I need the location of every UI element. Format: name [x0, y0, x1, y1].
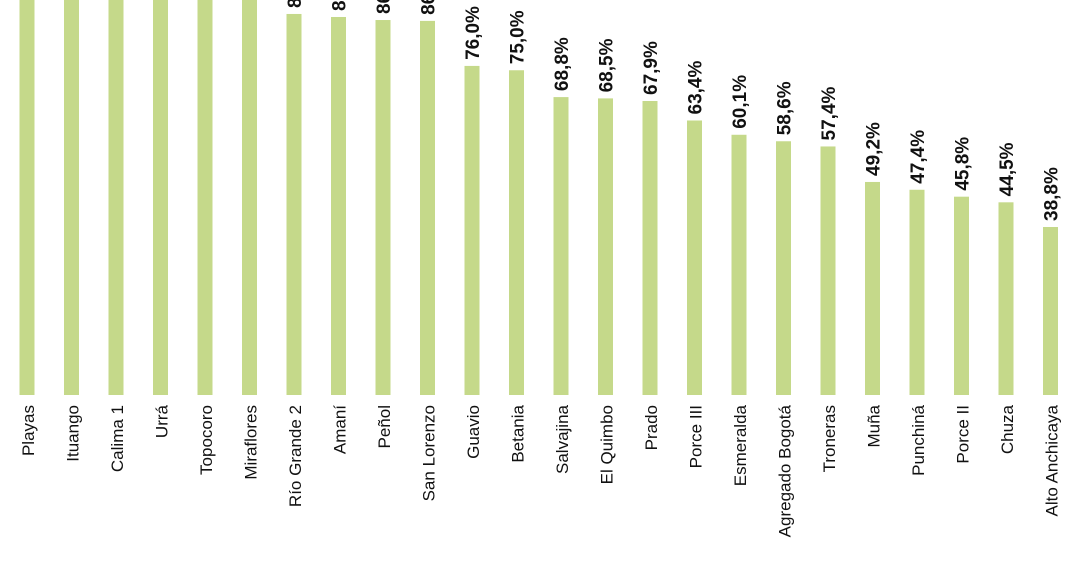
- bar: [865, 181, 880, 395]
- bar: [464, 65, 480, 396]
- bar: [1043, 226, 1058, 395]
- x-tick-label: Miraflores: [242, 405, 261, 480]
- x-tick-label: Muña: [865, 404, 884, 447]
- x-tick-label: Topocoro: [197, 405, 216, 475]
- x-tick-label: San Lorenzo: [420, 405, 439, 501]
- value-label: 88,0%: [285, 0, 306, 8]
- bar: [687, 120, 702, 395]
- x-tick-label: Prado: [642, 405, 661, 450]
- x-tick-label: Guavio: [464, 405, 483, 459]
- value-label: 63,4%: [686, 60, 707, 114]
- bar: [108, 0, 124, 396]
- bar: [64, 0, 79, 395]
- x-tick-label: Ituango: [64, 405, 83, 462]
- x-tick-label: Calima 1: [108, 405, 127, 472]
- bar: [286, 13, 302, 396]
- value-label: 87,3%: [330, 0, 351, 11]
- value-label: 57,4%: [819, 86, 840, 140]
- value-label: 76,0%: [463, 6, 484, 60]
- bar: [19, 0, 35, 395]
- bar: [420, 20, 435, 395]
- x-tick-label: Alto Anchicaya: [1043, 404, 1062, 516]
- x-tick-label: Salvajina: [553, 404, 572, 474]
- value-label: 58,6%: [775, 81, 796, 135]
- x-tick-label: Porce III: [687, 405, 706, 468]
- value-label: 68,5%: [597, 38, 618, 92]
- x-tick-label: Troneras: [820, 405, 839, 472]
- value-label: 38,8%: [1042, 167, 1063, 221]
- bar: [197, 0, 213, 396]
- bar: [331, 16, 346, 396]
- value-label: 44,5%: [997, 142, 1018, 196]
- x-tick-label: Porce II: [954, 405, 973, 464]
- bar: [731, 134, 747, 395]
- value-label: 45,8%: [953, 137, 974, 191]
- bar: [776, 141, 791, 395]
- value-label: 67,9%: [641, 41, 662, 95]
- x-tick-label: Urrá: [153, 404, 172, 438]
- x-tick-label: Betania: [509, 404, 528, 462]
- x-tick-label: Río Grande 2: [286, 405, 305, 507]
- bar: [954, 196, 969, 395]
- bar: [998, 202, 1014, 395]
- x-tick-label: El Quimbo: [598, 405, 617, 484]
- value-label: 86,6%: [374, 0, 395, 14]
- bar: [642, 100, 658, 396]
- bar: [153, 0, 168, 395]
- bar: [375, 20, 391, 395]
- value-label: 68,8%: [552, 37, 573, 91]
- value-label: 86,4%: [419, 0, 440, 15]
- x-tick-label: Agregado Bogotá: [776, 404, 795, 537]
- value-label: 60,1%: [730, 75, 751, 129]
- x-tick-label: Punchiná: [909, 404, 928, 475]
- x-tick-label: Playas: [19, 405, 38, 456]
- x-tick-label: Peñol: [375, 405, 394, 448]
- bar: [242, 0, 257, 395]
- x-tick-label: Chuza: [998, 404, 1017, 454]
- value-label: 75,0%: [508, 10, 529, 64]
- bar: [598, 98, 613, 396]
- x-tick-label: Amaní: [331, 405, 350, 454]
- value-label: 49,2%: [864, 122, 885, 176]
- bar: [553, 97, 569, 395]
- value-label: 47,4%: [908, 130, 929, 184]
- bar: [820, 146, 836, 395]
- bar: [509, 70, 524, 395]
- x-tick-label: Esmeralda: [731, 404, 750, 486]
- bar: [909, 189, 925, 395]
